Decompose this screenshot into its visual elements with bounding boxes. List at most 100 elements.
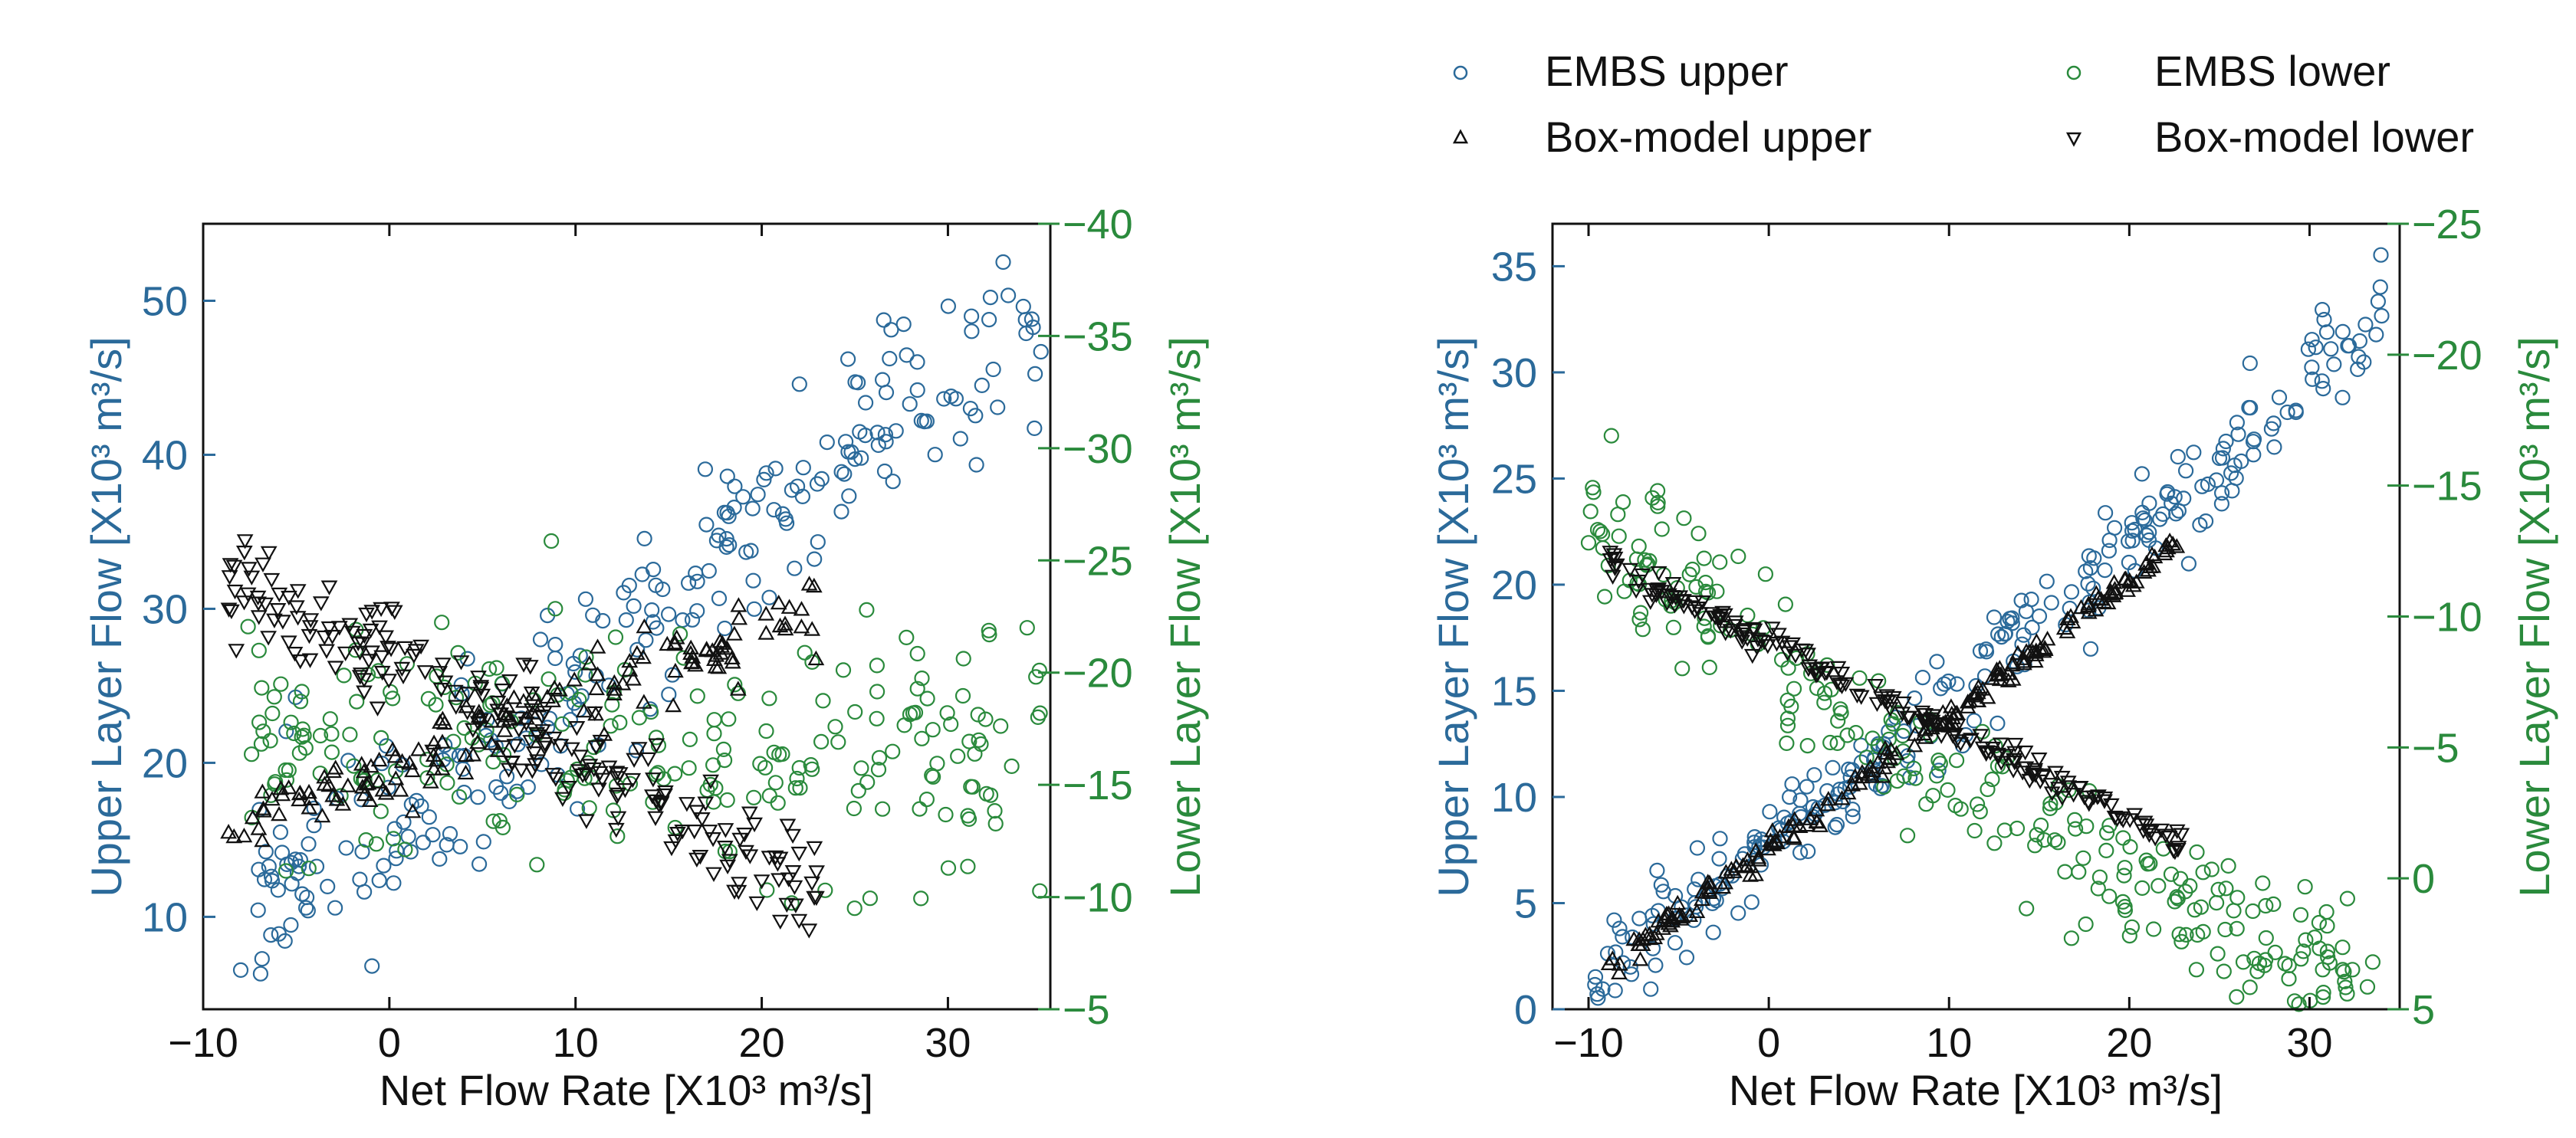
point-embs-lower	[2235, 954, 2252, 970]
point-embs-lower	[388, 763, 404, 779]
point-embs-lower	[960, 808, 976, 824]
point-box-model-upper	[589, 638, 606, 654]
point-embs-lower	[370, 663, 386, 679]
point-box-model-lower	[470, 671, 487, 686]
point-box-model-lower	[554, 792, 571, 807]
point-box-model-lower	[286, 646, 304, 662]
point-embs-lower	[2321, 955, 2338, 971]
point-embs-upper	[809, 476, 826, 492]
point-box-model-upper	[2035, 643, 2052, 658]
point-box-model-lower	[1743, 648, 1761, 664]
point-box-model-lower	[1949, 718, 1967, 734]
point-embs-lower	[1650, 498, 1666, 514]
point-embs-lower	[450, 644, 466, 661]
point-box-model-lower	[1759, 639, 1776, 654]
point-embs-lower	[727, 677, 743, 693]
point-embs-upper	[364, 958, 380, 974]
point-embs-lower	[752, 756, 768, 772]
point-embs-lower	[607, 629, 624, 645]
point-embs-upper	[1825, 759, 1841, 776]
point-box-model-upper	[1780, 818, 1797, 834]
point-box-model-upper	[606, 674, 623, 690]
point-box-model-lower	[786, 880, 803, 896]
point-box-model-lower	[393, 661, 411, 677]
point-embs-upper	[2315, 302, 2331, 318]
point-embs-upper	[1949, 676, 1965, 692]
point-embs-upper	[968, 408, 984, 424]
point-embs-lower	[291, 745, 307, 761]
point-embs-lower	[761, 788, 777, 804]
point-embs-upper	[718, 539, 734, 556]
point-embs-upper	[451, 748, 468, 764]
point-embs-upper	[432, 851, 448, 867]
point-box-model-lower	[312, 596, 330, 612]
point-embs-upper	[680, 575, 697, 591]
point-embs-lower	[2033, 817, 2049, 834]
point-box-model-upper	[422, 773, 439, 789]
point-embs-lower	[322, 711, 338, 727]
point-embs-lower	[2359, 979, 2376, 995]
y2-tick-label: −5	[1063, 987, 1110, 1033]
y2-tick-label: −25	[1063, 538, 1133, 584]
point-box-model-lower	[1628, 583, 1644, 599]
point-embs-lower	[2229, 989, 2245, 1005]
point-embs-lower	[682, 731, 698, 748]
point-embs-upper	[252, 966, 268, 982]
point-embs-upper	[766, 502, 782, 518]
chart-right: −10 0 10 20 30 0 5 10 15 20 25 30 35 5 0 −5 −10 −15 −20 −…	[1429, 202, 2558, 1114]
point-box-model-upper	[2004, 671, 2022, 686]
point-box-model-lower	[705, 867, 722, 882]
point-embs-lower	[1809, 680, 1825, 697]
point-embs-upper	[2351, 349, 2367, 365]
point-box-model-upper	[327, 759, 344, 775]
point-box-model-upper	[457, 746, 475, 762]
point-box-model-lower	[302, 613, 320, 628]
point-box-model-upper	[355, 762, 373, 779]
point-embs-lower	[495, 746, 512, 763]
point-embs-lower	[2281, 971, 2297, 987]
point-embs-lower	[909, 645, 925, 662]
point-box-model-lower	[667, 834, 685, 850]
point-embs-upper	[2308, 339, 2324, 356]
point-box-model-upper	[770, 594, 787, 610]
point-box-model-lower	[2168, 824, 2186, 840]
point-box-model-lower	[2054, 791, 2071, 806]
point-box-model-lower	[1894, 696, 1912, 712]
point-embs-lower	[1779, 717, 1796, 733]
point-embs-upper	[684, 612, 701, 628]
point-embs-lower	[940, 860, 957, 876]
point-box-model-upper	[710, 659, 728, 674]
point-embs-upper	[1874, 778, 1890, 794]
point-box-model-lower	[2096, 794, 2113, 809]
point-embs-upper	[1762, 804, 1778, 820]
point-embs-lower	[2027, 838, 2043, 854]
point-box-model-lower	[1816, 666, 1834, 682]
point-embs-upper	[498, 769, 515, 785]
point-box-model-lower	[591, 766, 609, 782]
point-embs-upper	[1678, 949, 1695, 966]
point-embs-lower	[253, 736, 269, 752]
point-box-model-lower	[327, 661, 344, 676]
point-box-model-upper	[1881, 749, 1898, 765]
point-box-model-lower	[645, 772, 662, 788]
point-embs-lower	[540, 671, 557, 687]
point-embs-upper	[2211, 450, 2228, 467]
y-tick-label: 50	[142, 278, 188, 324]
point-box-model-upper	[254, 831, 271, 848]
point-box-model-upper	[1717, 874, 1734, 890]
point-embs-upper	[847, 374, 863, 390]
point-embs-lower	[278, 762, 294, 779]
point-embs-upper	[648, 577, 664, 593]
point-embs-lower	[358, 831, 374, 848]
x-tick-label: 20	[739, 1020, 785, 1066]
point-box-model-lower	[624, 772, 642, 789]
point-embs-upper	[1845, 802, 1861, 818]
point-embs-upper	[298, 900, 314, 916]
point-embs-lower	[719, 792, 735, 808]
point-embs-upper	[882, 350, 898, 367]
point-box-model-upper	[2026, 644, 2044, 659]
point-box-model-upper	[1943, 698, 1960, 713]
point-embs-lower	[547, 601, 564, 617]
point-embs-upper	[664, 667, 681, 683]
x-tick-label: 0	[378, 1020, 401, 1066]
